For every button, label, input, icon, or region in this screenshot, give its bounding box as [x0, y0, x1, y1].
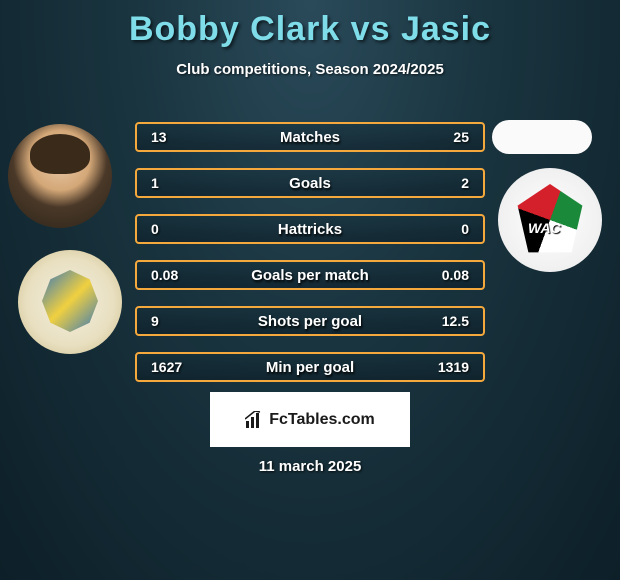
stat-row: 1 Goals 2	[135, 168, 485, 198]
stat-right-value: 1319	[438, 359, 469, 375]
stat-right-value: 12.5	[442, 313, 469, 329]
stats-table: 13 Matches 25 1 Goals 2 0 Hattricks 0 0.…	[135, 122, 485, 398]
date-label: 11 march 2025	[0, 458, 620, 475]
branding-badge: FcTables.com	[210, 392, 410, 447]
stat-right-value: 2	[461, 175, 469, 191]
stat-label: Goals	[137, 175, 483, 192]
stat-label: Shots per goal	[137, 313, 483, 330]
stat-left-value: 13	[151, 129, 167, 145]
stat-right-value: 0	[461, 221, 469, 237]
stat-label: Goals per match	[137, 267, 483, 284]
stat-left-value: 1	[151, 175, 159, 191]
page-title: Bobby Clark vs Jasic	[0, 0, 620, 49]
stat-row: 0.08 Goals per match 0.08	[135, 260, 485, 290]
stat-row: 13 Matches 25	[135, 122, 485, 152]
stat-left-value: 0.08	[151, 267, 178, 283]
club-crest-left	[18, 250, 122, 354]
club-crest-right	[498, 168, 602, 272]
stat-row: 0 Hattricks 0	[135, 214, 485, 244]
subtitle: Club competitions, Season 2024/2025	[0, 61, 620, 78]
player-photo-left	[8, 124, 112, 228]
stat-right-value: 0.08	[442, 267, 469, 283]
branding-text: FcTables.com	[269, 411, 375, 429]
stat-label: Hattricks	[137, 221, 483, 238]
stat-left-value: 0	[151, 221, 159, 237]
stat-left-value: 1627	[151, 359, 182, 375]
chart-icon	[245, 411, 263, 429]
player-photo-right	[492, 120, 592, 154]
stat-row: 1627 Min per goal 1319	[135, 352, 485, 382]
stat-label: Min per goal	[137, 359, 483, 376]
stat-label: Matches	[137, 129, 483, 146]
stat-right-value: 25	[453, 129, 469, 145]
stat-row: 9 Shots per goal 12.5	[135, 306, 485, 336]
stat-left-value: 9	[151, 313, 159, 329]
